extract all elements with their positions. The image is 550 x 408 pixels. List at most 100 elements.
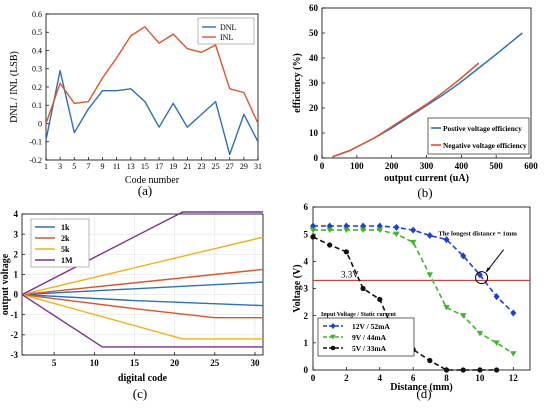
b-legend-box [427, 117, 530, 155]
c-legend-label-2: 5k [61, 245, 70, 254]
c-x-tick-label-5: 30 [250, 358, 260, 368]
a-y-tick-label-2: 0 [38, 119, 42, 128]
a-y-tick-label-7: 0.5 [32, 28, 42, 37]
d-x-tick-label-6: 12 [509, 373, 519, 383]
d-marker-diamond [410, 226, 417, 234]
c-y-tick-label-1: -2 [11, 330, 19, 340]
a-x-tick-label-7: 15 [141, 162, 149, 171]
a-x-tick-label-8: 17 [155, 162, 163, 171]
a-y-tick-label-3: 0.1 [32, 101, 42, 110]
d-marker-circle [343, 249, 349, 255]
b-y-tick-label-0: 0 [314, 153, 319, 163]
c-series-line-2k-2 [21, 268, 264, 296]
d-marker-diamond [493, 293, 500, 301]
d-x-tick-label-3: 6 [411, 373, 416, 383]
d-reference-label: 3.3V [341, 269, 359, 279]
b-x-tick-label-5: 500 [489, 161, 503, 171]
d-legend-marker-2 [330, 345, 336, 351]
a-x-tick-label-14: 29 [240, 162, 248, 171]
d-marker-triangle [460, 313, 467, 319]
c-x-tick-label-3: 20 [170, 358, 180, 368]
a-x-tick-label-12: 25 [212, 162, 220, 171]
d-x-tick-label-0: 0 [311, 373, 316, 383]
d-marker-diamond [476, 271, 483, 279]
d-y-tick-label-4: 4 [304, 256, 309, 266]
d-x-tick-label-2: 4 [378, 373, 383, 383]
b-series-line-negative-voltage-efficiency-1 [332, 62, 480, 158]
d-marker-triangle [309, 227, 317, 234]
d-y-tick-label-6: 6 [304, 202, 309, 212]
d-marker-triangle [359, 227, 367, 234]
a-series-line-inl-1 [45, 26, 259, 124]
d-x-label: Distance (mm) [390, 382, 452, 393]
d-marker-triangle [493, 340, 500, 346]
a-y-label: DNL / INL (LSB) [9, 51, 20, 123]
c-y-tick-label-3: 0 [14, 290, 19, 300]
d-legend-title: Input Voltage / Static current [321, 312, 396, 318]
d-marker-triangle [510, 351, 517, 357]
a-y-tick-label-5: 0.3 [32, 65, 42, 74]
d-y-tick-label-1: 1 [304, 338, 309, 348]
d-panel-label: (d) [416, 386, 431, 401]
c-x-tick-label-2: 15 [130, 358, 140, 368]
c-x-tick-label-4: 25 [210, 358, 220, 368]
c-legend-label-0: 1k [61, 223, 70, 232]
c-x-label: digital code [118, 373, 168, 384]
d-y-tick-label-2: 2 [304, 311, 309, 321]
b-y-tick-label-1: 10 [309, 128, 319, 138]
c-y-tick-label-4: 1 [14, 270, 19, 280]
d-marker-circle [360, 285, 366, 292]
c-y-tick-label-2: -1 [11, 310, 19, 320]
d-annotation-arrow [486, 249, 504, 272]
d-marker-circle [427, 357, 433, 364]
b-y-tick-label-6: 60 [309, 3, 319, 13]
panel-b-chart: 0 100 200 300 400 500 600 0 10 20 30 40 50 60 output c… [292, 3, 538, 200]
panel-a-chart: 1 3 5 7 9 11 13 15 17 19 21 23 25 27 29 31-0.2-0.100.10… [9, 10, 262, 198]
c-y-tick-label-5: 2 [14, 249, 19, 259]
d-x-tick-label-1: 2 [344, 373, 349, 383]
c-legend-label-3: 1M [61, 256, 73, 265]
b-x-tick-label-4: 400 [455, 161, 469, 171]
c-y-label: output voltage [0, 253, 11, 315]
d-legend-marker-0 [330, 323, 336, 329]
b-x-tick-label-1: 100 [350, 161, 364, 171]
b-x-tick-label-2: 200 [385, 161, 399, 171]
b-y-tick-label-2: 20 [309, 103, 319, 113]
a-x-tick-label-11: 23 [197, 162, 205, 171]
d-legend-label-0: 12V / 52mA [352, 322, 390, 331]
c-series-line-1m-7 [21, 294, 263, 348]
a-x-tick-label-13: 27 [226, 162, 234, 171]
c-legend-label-1: 2k [61, 234, 70, 243]
d-y-tick-label-0: 0 [304, 365, 309, 375]
b-y-tick-label-3: 30 [309, 78, 319, 88]
b-x-tick-label-0: 0 [320, 161, 325, 171]
a-legend-box [197, 17, 255, 45]
d-marker-triangle [476, 330, 484, 337]
d-marker-triangle [409, 239, 417, 246]
d-marker-circle [377, 296, 383, 302]
d-legend-label-1: 9V / 44mA [352, 333, 387, 342]
d-marker-triangle [326, 227, 333, 234]
d-annotation-circle [475, 271, 489, 285]
a-x-tick-label-2: 5 [72, 162, 76, 171]
d-y-label: Voltage (V) [292, 264, 303, 312]
d-x-tick-label-4: 8 [444, 373, 449, 383]
a-y-tick-label-6: 0.4 [32, 46, 42, 55]
d-marker-diamond [393, 223, 400, 231]
a-x-tick-label-9: 19 [169, 162, 177, 171]
b-x-tick-label-3: 300 [420, 161, 434, 171]
d-marker-diamond [510, 309, 517, 317]
b-y-label: efficiency (%) [292, 53, 303, 113]
d-marker-triangle [376, 227, 383, 234]
b-x-tick-label-6: 600 [524, 161, 538, 171]
d-marker-diamond [443, 236, 450, 244]
c-y-tick-label-6: 3 [14, 229, 19, 239]
c-panel-label: (c) [133, 386, 147, 401]
b-y-tick-label-4: 40 [309, 53, 319, 63]
d-marker-diamond [426, 232, 433, 240]
d-y-tick-label-3: 3 [304, 284, 309, 294]
c-y-tick-label-0: -3 [11, 350, 19, 360]
c-series-line-5k-5 [21, 293, 263, 340]
d-annotation-text: The longest distance = 1mm [438, 231, 517, 238]
